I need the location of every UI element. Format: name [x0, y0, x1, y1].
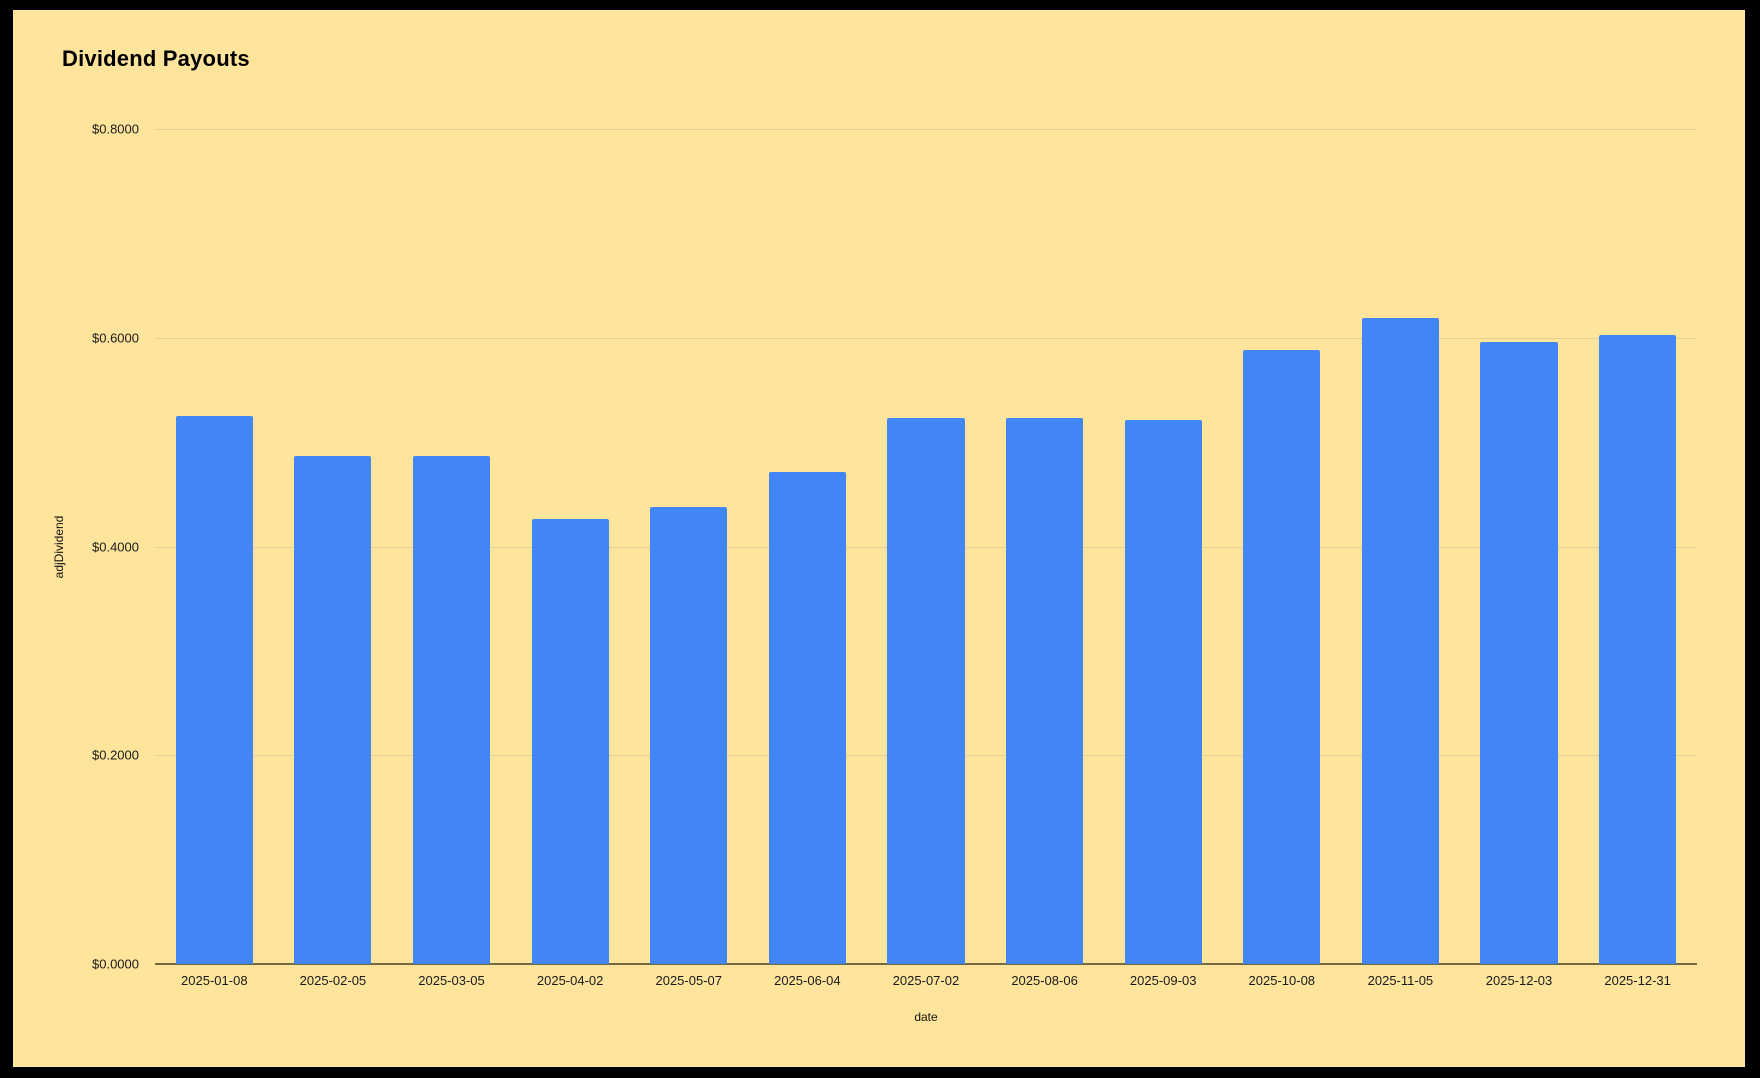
bar-series	[155, 129, 1697, 964]
x-tick-label: 2025-12-31	[1604, 973, 1671, 988]
x-axis-title: date	[914, 1010, 938, 1024]
chart-title: Dividend Payouts	[62, 46, 250, 71]
x-tick-label: 2025-01-08	[181, 973, 248, 988]
bar-2025-03-05[interactable]	[412, 455, 491, 964]
x-tick-label: 2025-02-05	[299, 973, 367, 988]
x-tick-label: 2025-10-08	[1248, 973, 1316, 988]
bar-2025-07-02[interactable]	[887, 418, 965, 964]
gridline	[155, 337, 1697, 339]
x-tick-label: 2025-07-02	[892, 973, 960, 988]
plot-area	[155, 129, 1697, 965]
bar-slot	[1341, 129, 1460, 964]
bar-slot	[155, 129, 274, 964]
bar-2025-01-08[interactable]	[175, 416, 253, 964]
x-tick-label: 2025-05-07	[655, 973, 722, 988]
x-tick-label: 2025-03-05	[418, 973, 485, 988]
bar-2025-12-03[interactable]	[1480, 341, 1558, 964]
y-tick-label: $0.0000	[92, 956, 139, 972]
bar-2025-06-04[interactable]	[768, 472, 846, 964]
x-tick-label: 2025-06-04	[774, 973, 841, 988]
bar-slot	[867, 129, 986, 964]
x-tick-label: 2025-12-03	[1485, 973, 1553, 988]
bar-slot	[1460, 129, 1579, 964]
x-tick-label: 2025-11-05	[1367, 973, 1434, 988]
bar-2025-08-06[interactable]	[1006, 418, 1084, 964]
bar-2025-02-05[interactable]	[294, 455, 372, 964]
x-axis-tick-labels: 2025-01-08 2025-02-05 2025-03-05 2025-04-02…	[155, 973, 1697, 988]
y-tick-label: $0.6000	[92, 330, 139, 346]
bar-slot	[1104, 129, 1223, 964]
bar-slot	[629, 129, 748, 964]
bar-2025-09-03[interactable]	[1124, 420, 1202, 964]
bar-2025-05-07[interactable]	[650, 506, 728, 964]
x-tick-label: 2025-09-03	[1129, 973, 1197, 988]
bar-2025-12-31[interactable]	[1599, 334, 1677, 964]
x-tick-label: 2025-08-06	[1011, 973, 1078, 988]
bar-2025-04-02[interactable]	[531, 519, 609, 964]
bar-slot	[1222, 129, 1341, 964]
bar-slot	[511, 129, 630, 964]
bar-slot	[748, 129, 867, 964]
bar-slot	[1578, 129, 1697, 964]
bar-slot	[392, 129, 511, 964]
y-axis-tick-labels: $0.8000 $0.6000 $0.4000 $0.2000 $0.0000	[13, 122, 139, 972]
bar-slot	[985, 129, 1104, 964]
chart-canvas: Dividend Payouts $0.8000 $0.6000 $0.4000 $0…	[13, 10, 1745, 1067]
gridline	[155, 129, 1697, 130]
bar-2025-11-05[interactable]	[1361, 317, 1439, 964]
y-tick-label: $0.4000	[92, 539, 139, 554]
y-tick-label: $0.8000	[92, 121, 139, 137]
bar-slot	[274, 129, 393, 964]
x-tick-label: 2025-04-02	[536, 973, 604, 988]
bar-2025-10-08[interactable]	[1243, 350, 1321, 964]
y-tick-label: $0.2000	[92, 747, 139, 763]
x-axis-baseline	[155, 963, 1697, 965]
y-axis-title: adjDividend	[52, 515, 66, 579]
